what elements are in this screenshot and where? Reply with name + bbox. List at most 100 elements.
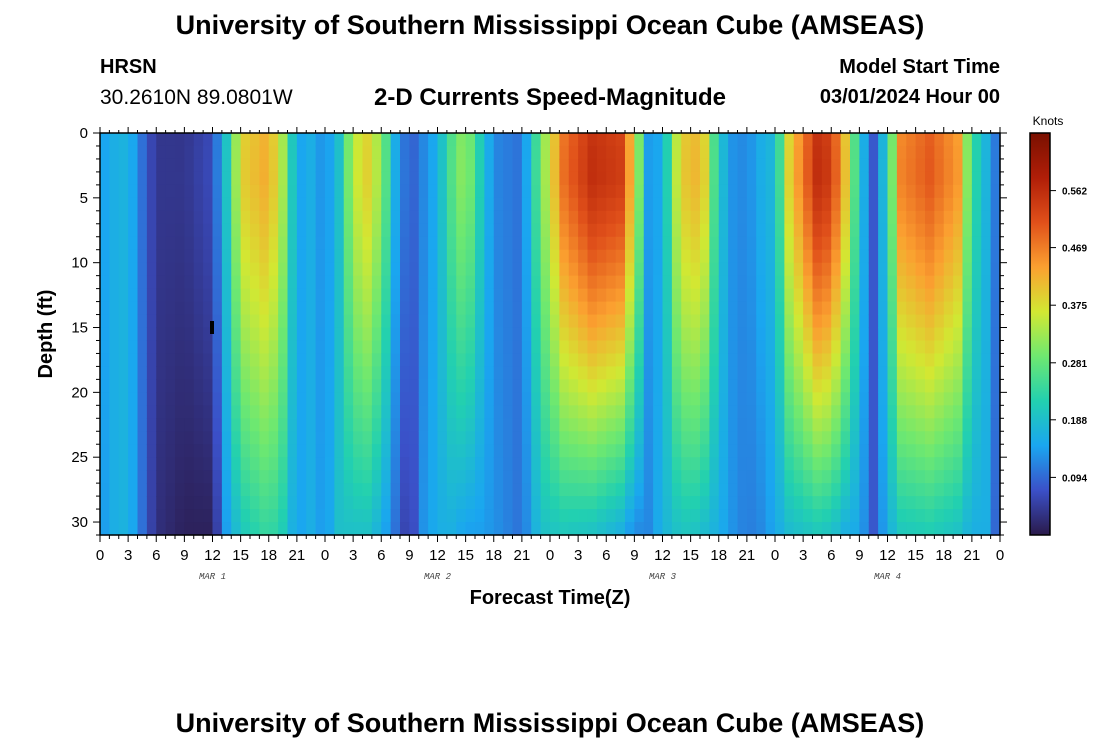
heatmap-cell	[475, 184, 485, 199]
heatmap-cell	[493, 133, 504, 147]
heatmap-cell	[990, 392, 1001, 406]
heatmap-cell	[193, 210, 204, 225]
heatmap-cell	[503, 483, 514, 497]
heatmap-cell	[671, 184, 682, 199]
heatmap-cell	[400, 509, 410, 523]
heatmap-cell	[840, 133, 851, 147]
heatmap-cell	[784, 418, 795, 432]
heatmap-cell	[878, 301, 889, 316]
heatmap-cell	[118, 249, 129, 264]
heatmap-cell	[146, 431, 157, 445]
heatmap-cell	[634, 197, 645, 212]
heatmap-cell	[868, 418, 879, 432]
heatmap-cell	[878, 470, 889, 484]
heatmap-cell	[662, 249, 673, 264]
heatmap-cell	[981, 158, 992, 173]
heatmap-cell	[793, 249, 804, 264]
heatmap-cell	[803, 223, 814, 238]
heatmap-cell	[625, 262, 635, 277]
heatmap-cell	[915, 483, 926, 497]
heatmap-cell	[231, 158, 242, 173]
colorbar-gradient	[1029, 132, 1051, 536]
heatmap-cell	[418, 366, 429, 380]
heatmap-cell	[428, 249, 439, 264]
heatmap-cell	[812, 457, 823, 471]
heatmap-cell	[221, 288, 232, 303]
heatmap-cell	[221, 444, 232, 458]
heatmap-cell	[184, 197, 195, 212]
model-start-value: 03/01/2024 Hour 00	[819, 86, 1000, 108]
heatmap-cell	[512, 522, 523, 536]
heatmap-cell	[559, 509, 570, 523]
heatmap-cell	[231, 470, 242, 484]
heatmap-cell	[306, 418, 317, 432]
heatmap-cell	[615, 314, 626, 329]
heatmap-cell	[625, 405, 635, 419]
heatmap-cell	[878, 496, 889, 510]
heatmap-cell	[887, 509, 898, 523]
heatmap-cell	[475, 405, 485, 419]
heatmap-cell	[512, 366, 523, 380]
heatmap-cell	[700, 509, 710, 523]
heatmap-cell	[634, 236, 645, 251]
heatmap-cell	[962, 288, 973, 303]
heatmap-cell	[325, 379, 335, 393]
heatmap-cell	[268, 327, 279, 342]
heatmap-cell	[250, 210, 260, 225]
heatmap-cell	[259, 184, 270, 199]
heatmap-cell	[231, 262, 242, 277]
heatmap-cell	[878, 133, 889, 147]
heatmap-cell	[915, 236, 926, 251]
heatmap-cell	[953, 301, 964, 316]
heatmap-cell	[559, 197, 570, 212]
heatmap-cell	[662, 158, 673, 173]
heatmap-cell	[831, 158, 842, 173]
heatmap-cell	[850, 275, 860, 290]
heatmap-cell	[446, 171, 457, 186]
heatmap-cell	[578, 223, 589, 238]
heatmap-cell	[146, 249, 157, 264]
heatmap-cell	[381, 496, 392, 510]
heatmap-cell	[109, 288, 120, 303]
heatmap-cell	[606, 418, 617, 432]
heatmap-cell	[925, 340, 935, 355]
heatmap-cell	[540, 236, 551, 251]
heatmap-cell	[850, 145, 860, 160]
heatmap-cell	[221, 470, 232, 484]
heatmap-cell	[681, 483, 692, 497]
heatmap-cell	[559, 444, 570, 458]
x-tick-label: 18	[485, 547, 502, 564]
heatmap-cell	[156, 210, 167, 225]
heatmap-cell	[887, 133, 898, 147]
heatmap-cell	[287, 340, 298, 355]
heatmap-cell	[362, 223, 373, 238]
heatmap-cell	[746, 366, 757, 380]
heatmap-cell	[418, 496, 429, 510]
heatmap-cell	[503, 133, 514, 147]
heatmap-cell	[681, 353, 692, 368]
heatmap-cell	[175, 366, 185, 380]
heatmap-cell	[418, 444, 429, 458]
heatmap-cell	[325, 133, 335, 147]
heatmap-cell	[203, 405, 214, 419]
heatmap-cell	[915, 210, 926, 225]
heatmap-cell	[475, 223, 485, 238]
heatmap-cell	[184, 444, 195, 458]
heatmap-cell	[268, 418, 279, 432]
heatmap-cell	[587, 145, 598, 160]
heatmap-cell	[531, 171, 542, 186]
heatmap-cell	[653, 405, 664, 419]
heatmap-cell	[784, 262, 795, 277]
heatmap-cell	[540, 288, 551, 303]
heatmap-cell	[400, 249, 410, 264]
heatmap-cell	[118, 470, 129, 484]
heatmap-cell	[971, 418, 982, 432]
heatmap-cell	[109, 392, 120, 406]
heatmap-cell	[109, 470, 120, 484]
heatmap-cell	[325, 236, 335, 251]
day-label: MAR 1	[199, 572, 226, 582]
heatmap-cell	[906, 392, 917, 406]
heatmap-cell	[746, 353, 757, 368]
heatmap-cell	[934, 133, 945, 147]
heatmap-cell	[109, 509, 120, 523]
